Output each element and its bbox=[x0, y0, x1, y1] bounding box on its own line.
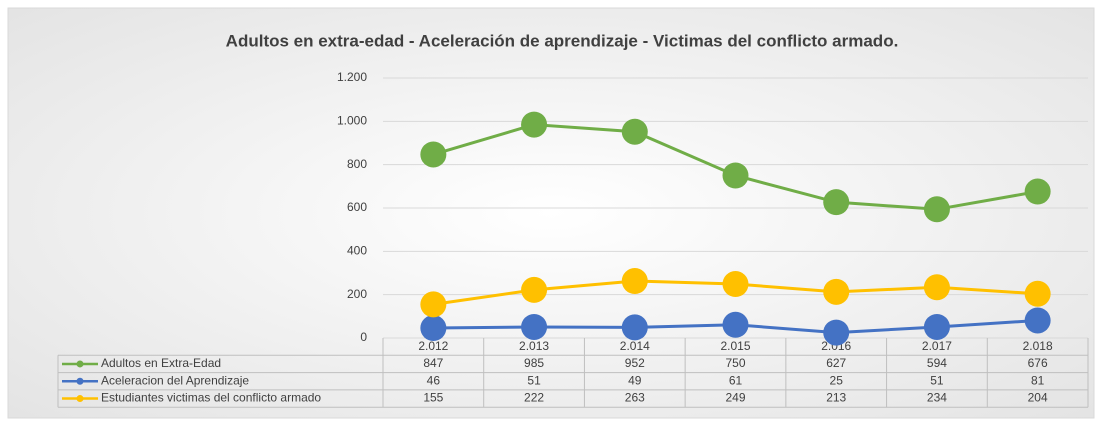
table-value: 985 bbox=[524, 356, 544, 370]
data-point bbox=[521, 111, 548, 138]
table-value: 222 bbox=[524, 391, 544, 405]
data-point bbox=[722, 162, 749, 189]
table-value: 25 bbox=[830, 373, 844, 387]
y-tick-label: 1.000 bbox=[337, 114, 367, 128]
y-tick-label: 200 bbox=[347, 287, 367, 301]
table-value: 155 bbox=[423, 391, 443, 405]
data-point bbox=[923, 196, 950, 223]
data-point bbox=[420, 315, 447, 342]
legend-label: Adultos en Extra-Edad bbox=[101, 356, 221, 370]
table-value: 234 bbox=[927, 391, 947, 405]
table-value: 46 bbox=[427, 373, 441, 387]
legend-marker bbox=[76, 395, 84, 403]
data-point bbox=[621, 118, 648, 145]
data-point bbox=[823, 189, 850, 216]
y-tick-label: 1.200 bbox=[337, 70, 367, 84]
data-point bbox=[722, 271, 749, 298]
table-value: 750 bbox=[725, 356, 745, 370]
data-point bbox=[1024, 307, 1051, 334]
table-value: 952 bbox=[625, 356, 645, 370]
x-tick-label: 2.018 bbox=[1023, 339, 1053, 353]
data-point bbox=[1024, 178, 1051, 205]
data-point bbox=[1024, 280, 1051, 307]
x-tick-label: 2.014 bbox=[620, 339, 650, 353]
table-value: 51 bbox=[527, 373, 541, 387]
data-point bbox=[823, 319, 850, 346]
data-point bbox=[722, 311, 749, 338]
x-tick-label: 2.015 bbox=[720, 339, 750, 353]
table-value: 847 bbox=[423, 356, 443, 370]
chart-background bbox=[7, 7, 1095, 419]
data-point bbox=[420, 291, 447, 318]
y-tick-label: 800 bbox=[347, 157, 367, 171]
x-tick-label: 2.017 bbox=[922, 339, 952, 353]
y-tick-label: 0 bbox=[360, 330, 367, 344]
legend-marker bbox=[76, 377, 84, 385]
y-tick-label: 400 bbox=[347, 244, 367, 258]
table-value: 81 bbox=[1031, 373, 1045, 387]
table-value: 627 bbox=[826, 356, 846, 370]
table-value: 204 bbox=[1028, 391, 1048, 405]
chart-title: Adultos en extra-edad - Aceleración de a… bbox=[226, 31, 899, 50]
table-value: 61 bbox=[729, 373, 743, 387]
data-point bbox=[521, 276, 548, 303]
data-point bbox=[923, 274, 950, 301]
y-tick-label: 600 bbox=[347, 200, 367, 214]
data-point bbox=[923, 313, 950, 340]
x-tick-label: 2.012 bbox=[418, 339, 448, 353]
table-value: 213 bbox=[826, 391, 846, 405]
legend-label: Aceleracion del Aprendizaje bbox=[101, 373, 249, 387]
table-value: 249 bbox=[725, 391, 745, 405]
legend-label: Estudiantes victimas del conflicto armad… bbox=[101, 391, 321, 405]
data-point bbox=[420, 141, 447, 168]
data-point bbox=[621, 268, 648, 295]
table-value: 676 bbox=[1028, 356, 1048, 370]
table-value: 263 bbox=[625, 391, 645, 405]
table-value: 51 bbox=[930, 373, 944, 387]
data-point bbox=[621, 314, 648, 341]
x-tick-label: 2.013 bbox=[519, 339, 549, 353]
data-point bbox=[521, 313, 548, 340]
data-point bbox=[823, 278, 850, 305]
table-value: 594 bbox=[927, 356, 947, 370]
legend-marker bbox=[76, 360, 84, 368]
table-value: 49 bbox=[628, 373, 642, 387]
